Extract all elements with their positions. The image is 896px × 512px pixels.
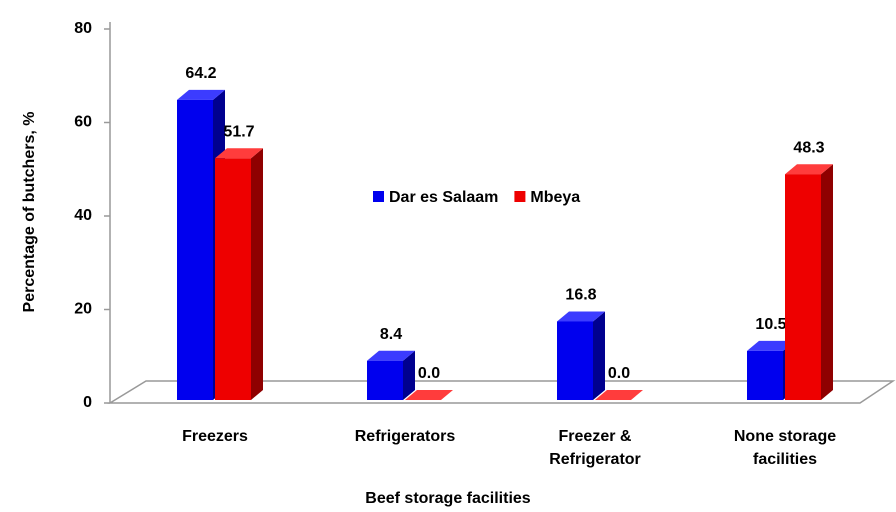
bar [785,174,821,400]
x-tick-label-line: Refrigerator [549,451,641,468]
y-tick-label: 0 [83,394,92,411]
legend-swatch [373,191,384,202]
data-label: 10.5 [755,316,786,333]
legend-swatch [514,191,526,202]
bar [747,350,783,400]
bar [367,360,403,400]
x-axis-label: Beef storage facilities [365,490,531,507]
bar-side [821,164,833,400]
bar-top [595,390,643,400]
floor [107,380,896,404]
x-tick-label: Refrigerators [355,428,456,445]
legend-label: Mbeya [530,189,580,206]
bar [177,99,213,401]
data-label: 48.3 [793,139,824,156]
y-tick-label: 60 [74,114,92,131]
data-label: 0.0 [418,365,440,382]
legend-label: Dar es Salaam [389,189,498,206]
x-tick-label: Freezers [182,428,248,445]
data-label: 8.4 [380,326,402,343]
bar-top [405,390,453,400]
x-tick-label-line: Freezers [182,428,248,445]
bar-side [251,148,263,400]
x-tick-label-line: Freezer & [559,428,632,445]
bar [557,321,593,400]
bar-top [215,148,263,159]
bar-top [785,164,833,175]
x-tick-label-line: None storage [734,428,836,445]
data-label: 0.0 [608,365,630,382]
x-tick-label-line: facilities [753,451,817,468]
bar-side [403,350,415,400]
bar-top [177,89,225,100]
bar-top [367,350,415,361]
bar-top [557,311,605,322]
bar [215,158,251,400]
x-tick-label: None storage facilities [734,428,836,468]
x-tick-label-line: Refrigerators [355,428,456,445]
data-label: 64.2 [185,65,216,82]
y-tick-label: 80 [74,20,92,37]
y-axis-label: Percentage of butchers, % [21,112,38,313]
data-label: 51.7 [223,124,254,141]
data-label: 16.8 [565,287,596,304]
y-tick-label: 20 [74,301,92,318]
y-tick-label: 40 [74,207,92,224]
bar-top [747,340,795,351]
x-tick-label: Freezer & Refrigerator [549,428,641,468]
bar-side [593,311,605,400]
